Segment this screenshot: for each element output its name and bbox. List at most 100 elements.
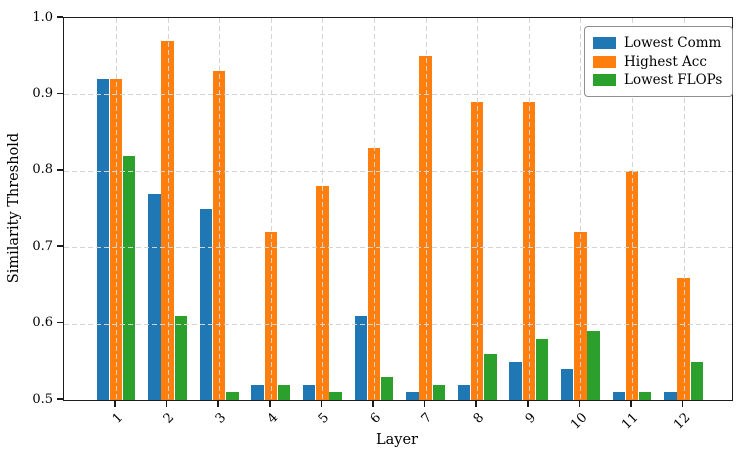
gridline-y-0.6 bbox=[64, 323, 732, 325]
gridline-y-0.9 bbox=[64, 94, 732, 96]
x-tick-label-11: 11 bbox=[619, 410, 642, 433]
x-tick-11 bbox=[630, 401, 632, 407]
bar-highest-acc-layer-10 bbox=[574, 231, 587, 400]
bar-lowest-comm-layer-11 bbox=[612, 392, 625, 400]
y-tick-label-0.8: 0.8 bbox=[32, 162, 53, 178]
bar-lowest-flops-layer-2 bbox=[174, 315, 187, 400]
x-tick-label-10: 10 bbox=[567, 410, 591, 433]
x-tick-9 bbox=[527, 401, 529, 407]
x-axis-label: Layer bbox=[376, 432, 418, 448]
bar-highest-acc-layer-2 bbox=[161, 40, 174, 400]
gridline-x-2 bbox=[167, 18, 169, 400]
y-tick-0.6 bbox=[57, 321, 63, 324]
bar-highest-acc-layer-6 bbox=[367, 147, 381, 400]
gridline-x-11 bbox=[632, 18, 633, 400]
y-tick-label-0.6: 0.6 bbox=[32, 315, 53, 331]
gridline-x-3 bbox=[219, 18, 221, 400]
bar-lowest-flops-layer-6 bbox=[381, 377, 394, 400]
legend: Lowest Comm Highest Acc Lowest FLOPs bbox=[584, 26, 734, 97]
legend-swatch-lowest-comm bbox=[593, 37, 616, 49]
bar-lowest-flops-layer-5 bbox=[329, 392, 342, 400]
y-axis-label: Similarity Threshold bbox=[6, 132, 22, 284]
x-tick-3 bbox=[217, 401, 219, 407]
x-tick-label-5: 5 bbox=[315, 410, 333, 427]
bar-highest-acc-layer-5 bbox=[316, 186, 329, 400]
legend-item-lowest-flops: Lowest FLOPs bbox=[593, 72, 722, 89]
bar-lowest-flops-layer-1 bbox=[123, 155, 136, 400]
legend-item-lowest-comm: Lowest Comm bbox=[593, 35, 722, 52]
gridline-x-12 bbox=[683, 18, 685, 400]
y-tick-label-0.9: 0.9 bbox=[32, 85, 53, 101]
bar-highest-acc-layer-1 bbox=[109, 79, 123, 400]
bar-lowest-flops-layer-11 bbox=[639, 392, 652, 400]
x-tick-label-3: 3 bbox=[212, 410, 230, 427]
bar-highest-acc-layer-9 bbox=[522, 102, 535, 400]
gridline-x-4 bbox=[270, 18, 272, 400]
x-tick-label-9: 9 bbox=[522, 410, 539, 427]
bar-lowest-flops-layer-4 bbox=[277, 384, 291, 400]
gridline-x-6 bbox=[374, 18, 375, 400]
bar-lowest-flops-layer-12 bbox=[690, 361, 703, 400]
bar-highest-acc-layer-12 bbox=[677, 277, 690, 400]
legend-item-highest-acc: Highest Acc bbox=[593, 53, 722, 70]
legend-label: Lowest Comm bbox=[624, 35, 722, 51]
x-tick-8 bbox=[475, 401, 477, 407]
bar-lowest-comm-layer-10 bbox=[561, 369, 574, 400]
legend-swatch-highest-acc bbox=[593, 55, 616, 68]
gridline-x-8 bbox=[477, 18, 479, 400]
x-tick-label-7: 7 bbox=[419, 410, 436, 427]
gridline-x-7 bbox=[425, 18, 427, 400]
x-tick-10 bbox=[578, 401, 581, 407]
x-tick-label-4: 4 bbox=[264, 410, 281, 427]
bar-lowest-comm-layer-4 bbox=[251, 384, 264, 400]
grid-layer bbox=[64, 18, 732, 400]
gridline-x-5 bbox=[322, 18, 324, 400]
x-tick-7 bbox=[423, 401, 426, 407]
x-tick-1 bbox=[114, 401, 116, 407]
y-tick-0.8 bbox=[57, 169, 63, 171]
y-tick-1.0 bbox=[57, 16, 63, 18]
gridline-x-10 bbox=[580, 18, 582, 400]
y-tick-label-1.0: 1.0 bbox=[32, 9, 53, 25]
bar-lowest-comm-layer-8 bbox=[457, 384, 471, 400]
bar-lowest-comm-layer-2 bbox=[148, 193, 161, 400]
gridline-y-0.8 bbox=[64, 170, 732, 172]
bar-lowest-comm-layer-3 bbox=[199, 209, 213, 400]
y-tick-0.7 bbox=[57, 245, 63, 247]
y-tick-label-0.5: 0.5 bbox=[32, 391, 53, 407]
bar-lowest-flops-layer-8 bbox=[484, 354, 497, 400]
x-tick-label-8: 8 bbox=[470, 410, 488, 427]
x-tick-6 bbox=[372, 401, 374, 407]
x-tick-label-1: 1 bbox=[109, 410, 126, 427]
bars-layer bbox=[64, 18, 732, 400]
bar-lowest-flops-layer-3 bbox=[226, 392, 239, 400]
bar-lowest-comm-layer-7 bbox=[406, 392, 419, 400]
legend-label: Lowest FLOPs bbox=[624, 72, 723, 88]
x-tick-12 bbox=[681, 401, 684, 407]
bar-lowest-flops-layer-10 bbox=[587, 331, 600, 400]
bar-lowest-flops-layer-7 bbox=[432, 384, 445, 400]
bar-lowest-comm-layer-12 bbox=[664, 392, 677, 400]
bar-lowest-flops-layer-9 bbox=[535, 338, 549, 400]
bar-highest-acc-layer-4 bbox=[264, 231, 277, 400]
x-tick-5 bbox=[320, 401, 323, 407]
y-tick-0.5 bbox=[57, 398, 63, 400]
gridline-y-0.7 bbox=[64, 247, 732, 249]
x-tick-label-2: 2 bbox=[161, 410, 178, 427]
bar-lowest-comm-layer-1 bbox=[96, 79, 109, 400]
bar-lowest-comm-layer-6 bbox=[354, 315, 367, 400]
x-tick-label-6: 6 bbox=[367, 410, 384, 427]
x-tick-2 bbox=[165, 401, 168, 407]
legend-swatch-lowest-flops bbox=[593, 74, 616, 86]
bar-lowest-comm-layer-5 bbox=[303, 384, 316, 400]
bar-highest-acc-layer-7 bbox=[419, 56, 432, 400]
gridline-x-9 bbox=[528, 18, 530, 400]
x-tick-label-12: 12 bbox=[671, 410, 694, 433]
bar-highest-acc-layer-11 bbox=[625, 170, 639, 400]
legend-label: Highest Acc bbox=[624, 53, 707, 70]
gridline-x-1 bbox=[116, 18, 117, 400]
x-tick-4 bbox=[269, 401, 271, 407]
y-tick-label-0.7: 0.7 bbox=[32, 238, 53, 254]
bar-lowest-comm-layer-9 bbox=[509, 361, 522, 400]
